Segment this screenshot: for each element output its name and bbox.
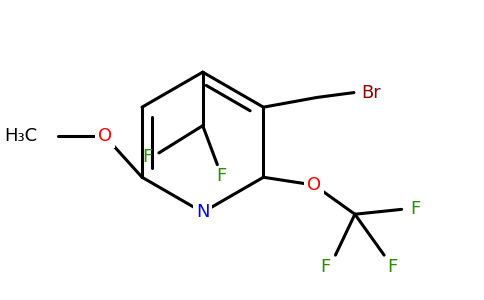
Text: H₃C: H₃C xyxy=(4,128,37,146)
Text: O: O xyxy=(98,128,112,146)
Text: Br: Br xyxy=(362,84,381,102)
Text: O: O xyxy=(307,176,321,194)
Text: F: F xyxy=(142,148,152,166)
Text: F: F xyxy=(387,258,397,276)
Text: F: F xyxy=(410,200,421,218)
Text: N: N xyxy=(196,203,210,221)
Text: F: F xyxy=(216,167,227,185)
Text: F: F xyxy=(320,258,331,276)
